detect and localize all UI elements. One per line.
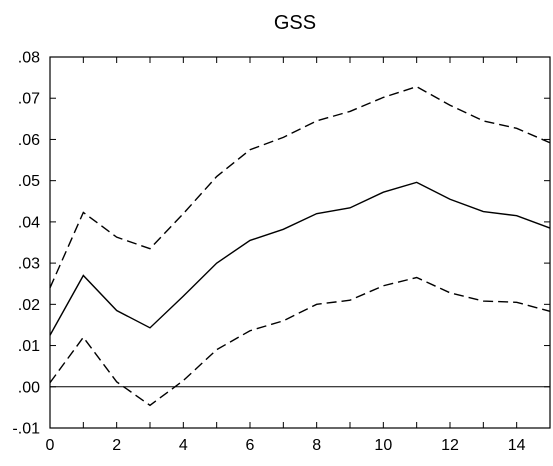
series-group <box>49 85 551 407</box>
lower-band-line <box>49 276 551 407</box>
y-tick-label: .08 <box>18 50 40 67</box>
y-tick-label: -.01 <box>12 421 40 438</box>
y-tick-label: .03 <box>18 256 40 273</box>
response-line <box>49 181 551 336</box>
chart-title: GSS <box>274 12 316 34</box>
y-tick-label: .05 <box>18 173 40 190</box>
axes: -.01 .00 .01 .02 .03 .04 .05 .06 .07 .08 0 2 4 6 8 10 12… <box>12 50 551 454</box>
x-tick-label: 8 <box>312 437 321 454</box>
x-tick-label: 4 <box>179 437 188 454</box>
x-tick-label: 14 <box>508 437 526 454</box>
x-tick-label: 2 <box>112 437 121 454</box>
y-tick-label: .06 <box>18 132 40 149</box>
y-tick-label: .01 <box>18 338 40 355</box>
x-tick-label: 6 <box>246 437 255 454</box>
y-tick-label: .04 <box>18 214 40 231</box>
plot-frame <box>49 56 551 429</box>
x-tick-label: 10 <box>374 437 392 454</box>
x-tick-label: 0 <box>46 437 55 454</box>
y-tick-label: .02 <box>18 297 40 314</box>
y-tick-label: .07 <box>18 91 40 108</box>
y-tick-label: .00 <box>18 379 40 396</box>
upper-band-line <box>49 85 551 289</box>
x-tick-label: 12 <box>441 437 459 454</box>
